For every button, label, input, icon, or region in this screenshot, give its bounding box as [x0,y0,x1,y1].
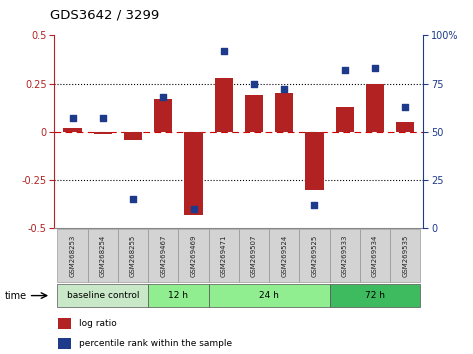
Text: time: time [5,291,27,301]
Bar [57,229,88,282]
Bar [269,229,299,282]
Bar [330,284,420,308]
Text: percentile rank within the sample: percentile rank within the sample [79,339,232,348]
Bar [148,229,178,282]
Text: log ratio: log ratio [79,319,116,328]
Text: GSM268254: GSM268254 [100,235,106,277]
Text: GSM269471: GSM269471 [221,234,227,277]
Bar [336,107,354,132]
Text: GSM269535: GSM269535 [402,235,408,277]
Bar [58,318,71,329]
Bar [330,229,360,282]
Bar [63,128,82,132]
Bar [148,284,209,308]
Bar [118,229,148,282]
Bar [178,229,209,282]
Bar [58,338,71,349]
Point [159,94,167,100]
Bar [209,284,330,308]
Point [129,196,137,202]
Text: GSM269507: GSM269507 [251,234,257,277]
Point [311,202,318,208]
Bar [184,132,202,215]
Bar [299,229,330,282]
Bar [366,84,384,132]
Text: GSM268253: GSM268253 [70,235,76,277]
Bar [360,229,390,282]
Text: GSM269534: GSM269534 [372,235,378,277]
Point [220,48,228,54]
Point [341,67,349,73]
Point [250,81,258,86]
Point [371,65,379,71]
Bar [124,132,142,139]
Bar [396,122,414,132]
Bar [275,93,293,132]
Point [190,206,197,212]
Text: 12 h: 12 h [168,291,188,300]
Bar [390,229,420,282]
Text: GSM268255: GSM268255 [130,235,136,277]
Bar [88,229,118,282]
Text: GSM269533: GSM269533 [342,234,348,277]
Text: GSM269525: GSM269525 [311,235,317,277]
Text: 72 h: 72 h [365,291,385,300]
Point [99,115,106,121]
Bar [209,229,239,282]
Bar [239,229,269,282]
Point [402,104,409,110]
Point [69,115,76,121]
Text: GSM269524: GSM269524 [281,235,287,277]
Text: 24 h: 24 h [259,291,279,300]
Bar [215,78,233,132]
Text: GDS3642 / 3299: GDS3642 / 3299 [50,9,159,22]
Bar [245,95,263,132]
Text: GSM269469: GSM269469 [191,234,196,277]
Bar [57,284,148,308]
Bar [94,132,112,134]
Point [280,87,288,92]
Text: GSM269467: GSM269467 [160,234,166,277]
Text: baseline control: baseline control [67,291,139,300]
Bar [306,132,324,190]
Bar [154,99,172,132]
